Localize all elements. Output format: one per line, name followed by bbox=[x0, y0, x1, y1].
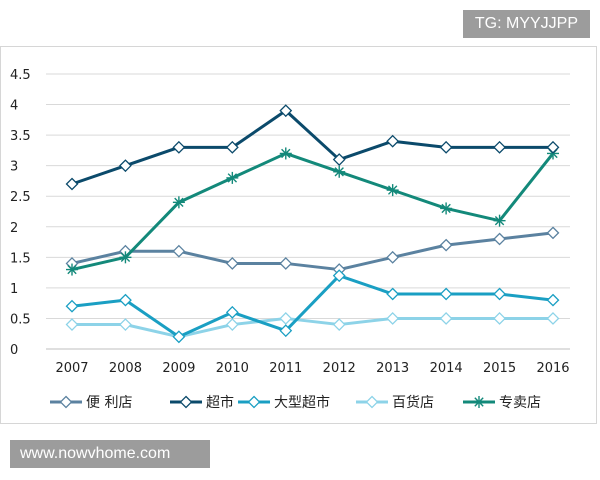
legend-label: 大型超市 bbox=[274, 394, 330, 411]
watermark-bottom: www.nowvhome.com bbox=[10, 440, 210, 468]
data-point bbox=[439, 238, 453, 252]
data-point bbox=[440, 202, 453, 215]
legend-label: 百货店 bbox=[392, 394, 434, 411]
data-point bbox=[493, 232, 506, 246]
y-tick-label: 1.5 bbox=[10, 251, 31, 266]
data-point bbox=[493, 312, 506, 325]
data-point bbox=[493, 214, 506, 227]
data-point bbox=[172, 244, 186, 258]
data-point bbox=[279, 324, 293, 338]
data-point bbox=[225, 318, 239, 331]
data-point bbox=[386, 134, 400, 148]
legend-label: 超市 bbox=[206, 394, 234, 411]
data-point bbox=[332, 153, 346, 166]
data-point bbox=[225, 257, 239, 270]
x-tick-label: 2010 bbox=[216, 361, 249, 376]
series-line-4 bbox=[71, 151, 555, 272]
x-tick-label: 2016 bbox=[536, 361, 569, 376]
legend-marker bbox=[365, 395, 379, 409]
y-tick-label: 2.5 bbox=[10, 190, 31, 205]
data-point bbox=[439, 312, 453, 325]
data-point bbox=[119, 159, 132, 173]
data-point bbox=[333, 165, 346, 178]
data-point bbox=[279, 312, 293, 325]
series-lines bbox=[65, 104, 560, 344]
x-tick-label: 2014 bbox=[430, 361, 463, 376]
data-point bbox=[279, 147, 292, 160]
x-tick-label: 2007 bbox=[55, 361, 88, 376]
watermark-top: TG: MYYJJPP bbox=[462, 10, 590, 38]
series-line-3 bbox=[72, 316, 553, 339]
data-point bbox=[225, 140, 239, 154]
legend-label: 便 利店 bbox=[86, 395, 132, 411]
data-point bbox=[493, 287, 506, 301]
data-point bbox=[546, 226, 560, 240]
data-point bbox=[172, 140, 186, 154]
y-axis-ticks: 0 0.5 1 1.5 2 2.5 3 3.5 4 4.5 bbox=[10, 68, 31, 358]
series-line-1 bbox=[71, 109, 553, 186]
data-point bbox=[493, 140, 506, 154]
y-tick-label: 4 bbox=[10, 99, 18, 114]
data-point bbox=[65, 177, 79, 191]
x-tick-label: 2015 bbox=[483, 361, 516, 376]
series-line-2 bbox=[71, 274, 554, 339]
x-tick-label: 2012 bbox=[323, 361, 356, 376]
data-point bbox=[386, 287, 400, 301]
data-point bbox=[65, 318, 79, 331]
data-point bbox=[66, 263, 78, 276]
x-tick-label: 2009 bbox=[162, 361, 195, 376]
data-point bbox=[172, 330, 186, 344]
data-point bbox=[119, 251, 132, 264]
legend-marker bbox=[247, 395, 261, 409]
legend: 便 利店 超市 大型超市 百货店 专卖店 bbox=[50, 394, 541, 411]
data-point bbox=[119, 293, 132, 307]
data-point bbox=[386, 250, 400, 264]
y-tick-label: 3.5 bbox=[10, 129, 31, 144]
y-tick-label: 2 bbox=[10, 221, 18, 236]
data-point bbox=[172, 196, 185, 209]
data-point bbox=[119, 318, 132, 331]
data-point bbox=[546, 312, 560, 325]
series-line-0 bbox=[71, 231, 554, 272]
data-point bbox=[332, 318, 346, 331]
legend-marker bbox=[179, 395, 193, 409]
y-tick-label: 1 bbox=[10, 282, 18, 297]
data-point bbox=[439, 140, 453, 154]
data-point bbox=[226, 171, 239, 184]
gridlines bbox=[46, 73, 570, 350]
data-point bbox=[386, 312, 400, 325]
data-point bbox=[332, 269, 346, 283]
data-point bbox=[546, 293, 560, 307]
data-point bbox=[546, 140, 560, 154]
y-tick-label: 0.5 bbox=[10, 312, 31, 327]
x-tick-label: 2013 bbox=[376, 361, 409, 376]
y-tick-label: 3 bbox=[10, 160, 18, 175]
legend-marker bbox=[473, 396, 485, 408]
data-point bbox=[386, 184, 399, 197]
data-point bbox=[279, 104, 293, 118]
data-point bbox=[439, 287, 453, 301]
x-tick-label: 2008 bbox=[109, 361, 142, 376]
y-tick-label: 0 bbox=[10, 343, 18, 358]
data-point bbox=[65, 299, 79, 313]
y-tick-label: 4.5 bbox=[10, 68, 31, 83]
x-axis-ticks: 2007 2008 2009 2010 2011 2012 2013 2014 2015 2016 bbox=[55, 361, 569, 376]
data-point bbox=[279, 257, 293, 270]
x-tick-label: 2011 bbox=[269, 361, 302, 376]
data-point bbox=[225, 305, 239, 319]
legend-label: 专卖店 bbox=[499, 395, 541, 411]
legend-marker bbox=[59, 395, 73, 409]
